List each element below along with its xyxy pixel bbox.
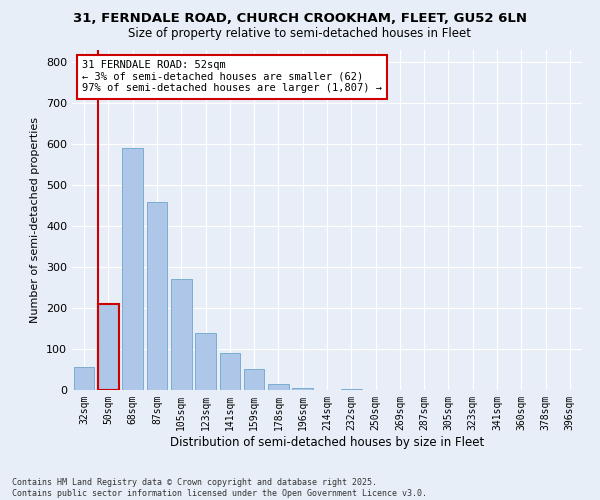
Bar xyxy=(292,388,313,390)
Text: 31 FERNDALE ROAD: 52sqm
← 3% of semi-detached houses are smaller (62)
97% of sem: 31 FERNDALE ROAD: 52sqm ← 3% of semi-det… xyxy=(82,60,382,94)
Bar xyxy=(122,148,143,390)
X-axis label: Distribution of semi-detached houses by size in Fleet: Distribution of semi-detached houses by … xyxy=(170,436,484,448)
Bar xyxy=(146,202,167,390)
Bar xyxy=(171,280,191,390)
Text: Contains HM Land Registry data © Crown copyright and database right 2025.
Contai: Contains HM Land Registry data © Crown c… xyxy=(12,478,427,498)
Text: 31, FERNDALE ROAD, CHURCH CROOKHAM, FLEET, GU52 6LN: 31, FERNDALE ROAD, CHURCH CROOKHAM, FLEE… xyxy=(73,12,527,26)
Bar xyxy=(220,353,240,390)
Bar xyxy=(341,389,362,390)
Text: Size of property relative to semi-detached houses in Fleet: Size of property relative to semi-detach… xyxy=(128,28,472,40)
Bar xyxy=(244,368,265,390)
Y-axis label: Number of semi-detached properties: Number of semi-detached properties xyxy=(31,117,40,323)
Bar xyxy=(74,368,94,390)
Bar xyxy=(195,332,216,390)
Bar xyxy=(98,304,119,390)
Bar xyxy=(268,384,289,390)
